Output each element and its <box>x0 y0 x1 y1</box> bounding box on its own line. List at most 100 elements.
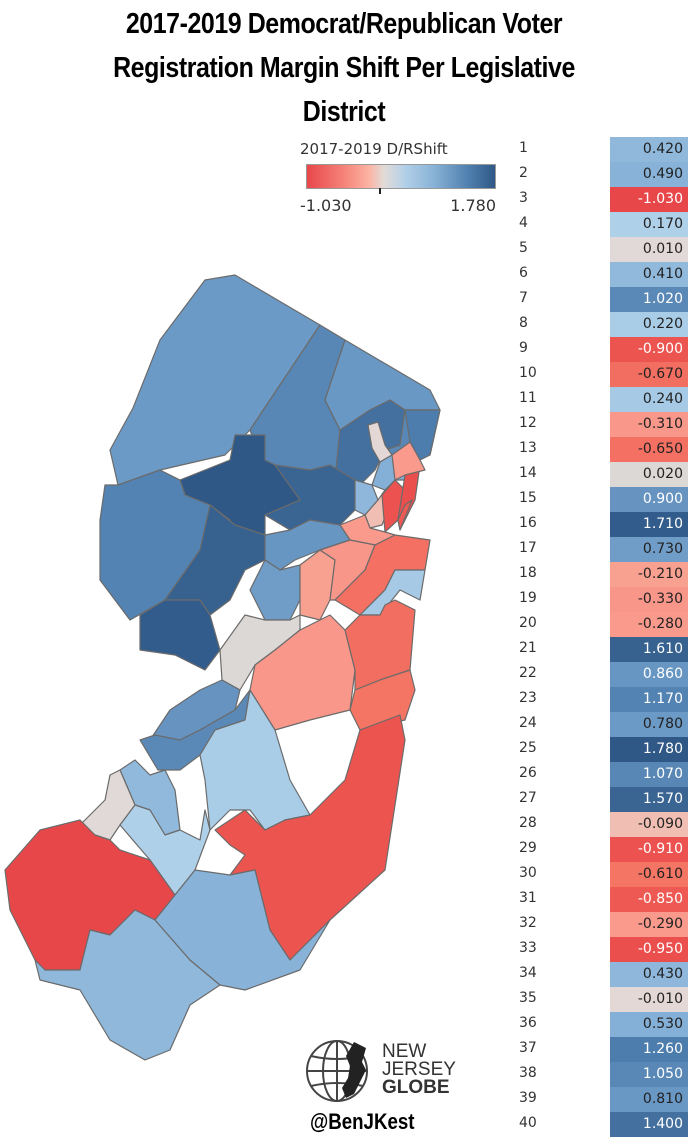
district-value-cell: -0.910 <box>610 837 688 862</box>
table-row: 38 1.050 <box>0 1062 688 1087</box>
logo-wordmark: NEW JERSEY GLOBE <box>382 1042 456 1098</box>
district-number: 20 <box>519 615 537 631</box>
table-row: 9 -0.900 <box>0 337 688 362</box>
title-line-3: District <box>302 96 386 128</box>
district-number: 40 <box>519 1115 537 1131</box>
district-number: 7 <box>519 290 528 306</box>
district-number: 6 <box>519 265 528 281</box>
district-32-region[interactable] <box>391 441 426 481</box>
table-row: 10 -0.670 <box>0 362 688 387</box>
district-number: 25 <box>519 740 537 756</box>
district-value-cell: 0.220 <box>610 312 688 337</box>
table-row: 1 0.420 <box>0 137 688 162</box>
district-number: 30 <box>519 865 537 881</box>
district-value-cell: -1.030 <box>610 187 688 212</box>
page-title: 2017-2019 Democrat/Republican Voter Regi… <box>48 2 640 134</box>
district-number: 34 <box>519 965 537 981</box>
table-row: 36 0.530 <box>0 1012 688 1037</box>
district-value-cell: 0.420 <box>610 137 688 162</box>
table-row: 27 1.570 <box>0 787 688 812</box>
table-row: 28 -0.090 <box>0 812 688 837</box>
district-value-cell: -0.210 <box>610 562 688 587</box>
district-value-cell: 1.070 <box>610 762 688 787</box>
district-value-cell: -0.610 <box>610 862 688 887</box>
table-row: 19 -0.330 <box>0 587 688 612</box>
district-number: 22 <box>519 665 537 681</box>
district-number: 14 <box>519 465 537 481</box>
district-value-cell: 1.610 <box>610 637 688 662</box>
district-number: 11 <box>519 390 537 406</box>
title-line-1: 2017-2019 Democrat/Republican Voter <box>125 8 563 40</box>
district-value-cell: -0.090 <box>610 812 688 837</box>
table-row: 32 -0.290 <box>0 912 688 937</box>
district-value-cell: 0.730 <box>610 537 688 562</box>
district-17-region[interactable] <box>249 559 301 621</box>
district-value-cell: 0.810 <box>610 1087 688 1112</box>
district-value-cell: -0.310 <box>610 412 688 437</box>
district-number: 5 <box>519 240 528 256</box>
table-row: 11 0.240 <box>0 387 688 412</box>
district-value-cell: 1.260 <box>610 1037 688 1062</box>
district-number: 8 <box>519 315 528 331</box>
table-row: 30 -0.610 <box>0 862 688 887</box>
district-value-cell: 0.900 <box>610 487 688 512</box>
table-row: 26 1.070 <box>0 762 688 787</box>
table-row: 4 0.170 <box>0 212 688 237</box>
district-value-cell: 0.410 <box>610 262 688 287</box>
district-number: 39 <box>519 1090 537 1106</box>
district-number: 32 <box>519 915 537 931</box>
district-value-cell: 1.710 <box>610 512 688 537</box>
new-jersey-globe-logo: NEW JERSEY GLOBE @BenJKest <box>300 1030 490 1135</box>
district-number: 27 <box>519 790 537 806</box>
district-23-region[interactable] <box>99 469 231 621</box>
district-number: 38 <box>519 1065 537 1081</box>
district-value-cell: -0.650 <box>610 437 688 462</box>
district-number: 33 <box>519 940 537 956</box>
district-number: 19 <box>519 590 537 606</box>
table-row: 5 0.010 <box>0 237 688 262</box>
table-row: 20 -0.280 <box>0 612 688 637</box>
district-21-region[interactable] <box>164 504 266 616</box>
table-row: 2 0.490 <box>0 162 688 187</box>
district-value-cell: -0.330 <box>610 587 688 612</box>
district-31-region[interactable] <box>397 499 413 531</box>
logo-line-jersey: JERSEY <box>382 1059 456 1080</box>
table-row: 16 1.710 <box>0 512 688 537</box>
globe-with-nj-icon <box>306 1040 368 1102</box>
district-value-cell: 0.430 <box>610 962 688 987</box>
table-row: 34 0.430 <box>0 962 688 987</box>
district-value-cell: 1.170 <box>610 687 688 712</box>
table-row: 40 1.400 <box>0 1112 688 1137</box>
district-number: 21 <box>519 640 537 656</box>
district-number: 26 <box>519 765 537 781</box>
table-row: 8 0.220 <box>0 312 688 337</box>
district-value-cell: 1.050 <box>610 1062 688 1087</box>
table-row: 35 -0.010 <box>0 987 688 1012</box>
legend-zero-tick <box>379 188 381 194</box>
district-value-cell: 0.020 <box>610 462 688 487</box>
table-row: 14 0.020 <box>0 462 688 487</box>
table-row: 3 -1.030 <box>0 187 688 212</box>
table-row: 29 -0.910 <box>0 837 688 862</box>
table-row: 25 1.780 <box>0 737 688 762</box>
district-2-region[interactable] <box>154 869 331 991</box>
district-value-cell: -0.670 <box>610 362 688 387</box>
district-37-region[interactable] <box>404 409 441 461</box>
district-value-cell: -0.280 <box>610 612 688 637</box>
author-handle: @BenJKest <box>310 1109 415 1134</box>
table-row: 22 0.860 <box>0 662 688 687</box>
district-number: 1 <box>519 140 528 156</box>
district-number: 35 <box>519 990 537 1006</box>
district-value-cell: -0.010 <box>610 987 688 1012</box>
table-row: 33 -0.950 <box>0 937 688 962</box>
district-value-cell: 0.170 <box>610 212 688 237</box>
table-row: 15 0.900 <box>0 487 688 512</box>
district-number: 17 <box>519 540 537 556</box>
district-value-cell: -0.850 <box>610 887 688 912</box>
district-value-cell: 1.400 <box>610 1112 688 1137</box>
district-number: 12 <box>519 415 537 431</box>
district-number: 29 <box>519 840 537 856</box>
district-value-cell: 0.490 <box>610 162 688 187</box>
logo-line-globe: GLOBE <box>382 1077 450 1098</box>
district-number: 31 <box>519 890 537 906</box>
